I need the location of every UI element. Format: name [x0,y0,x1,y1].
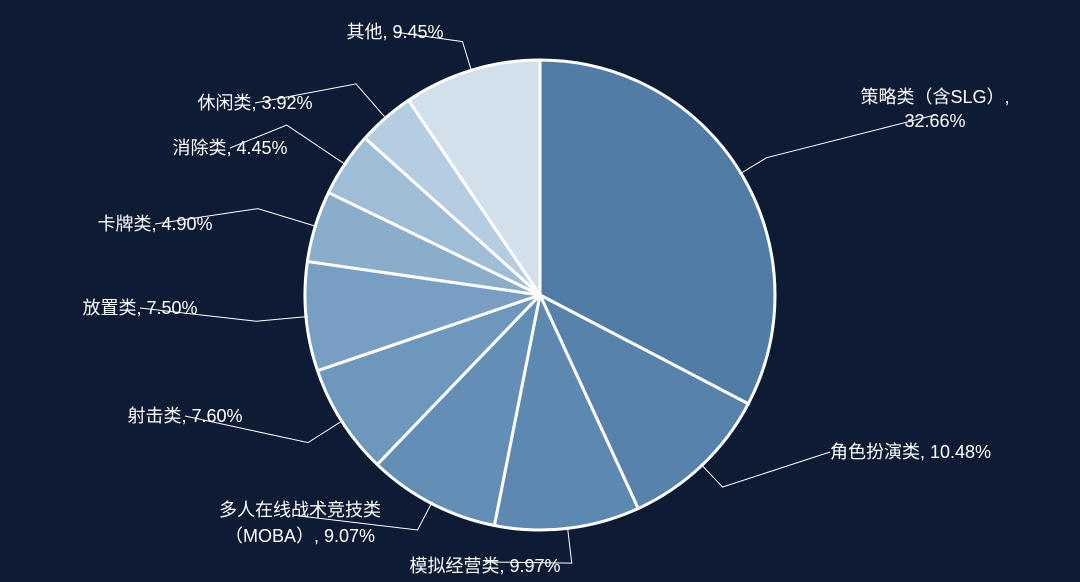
slice-label: 放置类, 7.50% [82,298,197,318]
slice-label: 角色扮演类, 10.48% [830,442,991,462]
pie-chart-container: 策略类（含SLG）,32.66%角色扮演类, 10.48%模拟经营类, 9.97… [0,0,1080,582]
slice-label: 休闲类, 3.92% [197,93,312,113]
pie-chart: 策略类（含SLG）,32.66%角色扮演类, 10.48%模拟经营类, 9.97… [0,0,1080,582]
pie-slices [305,60,775,530]
slice-label: 卡牌类, 4.90% [97,214,212,234]
slice-label: 模拟经营类, 9.97% [409,556,560,576]
slice-label: 其他, 9.45% [346,22,443,42]
slice-label: 消除类, 4.45% [172,138,287,158]
slice-label: 射击类, 7.60% [127,406,242,426]
